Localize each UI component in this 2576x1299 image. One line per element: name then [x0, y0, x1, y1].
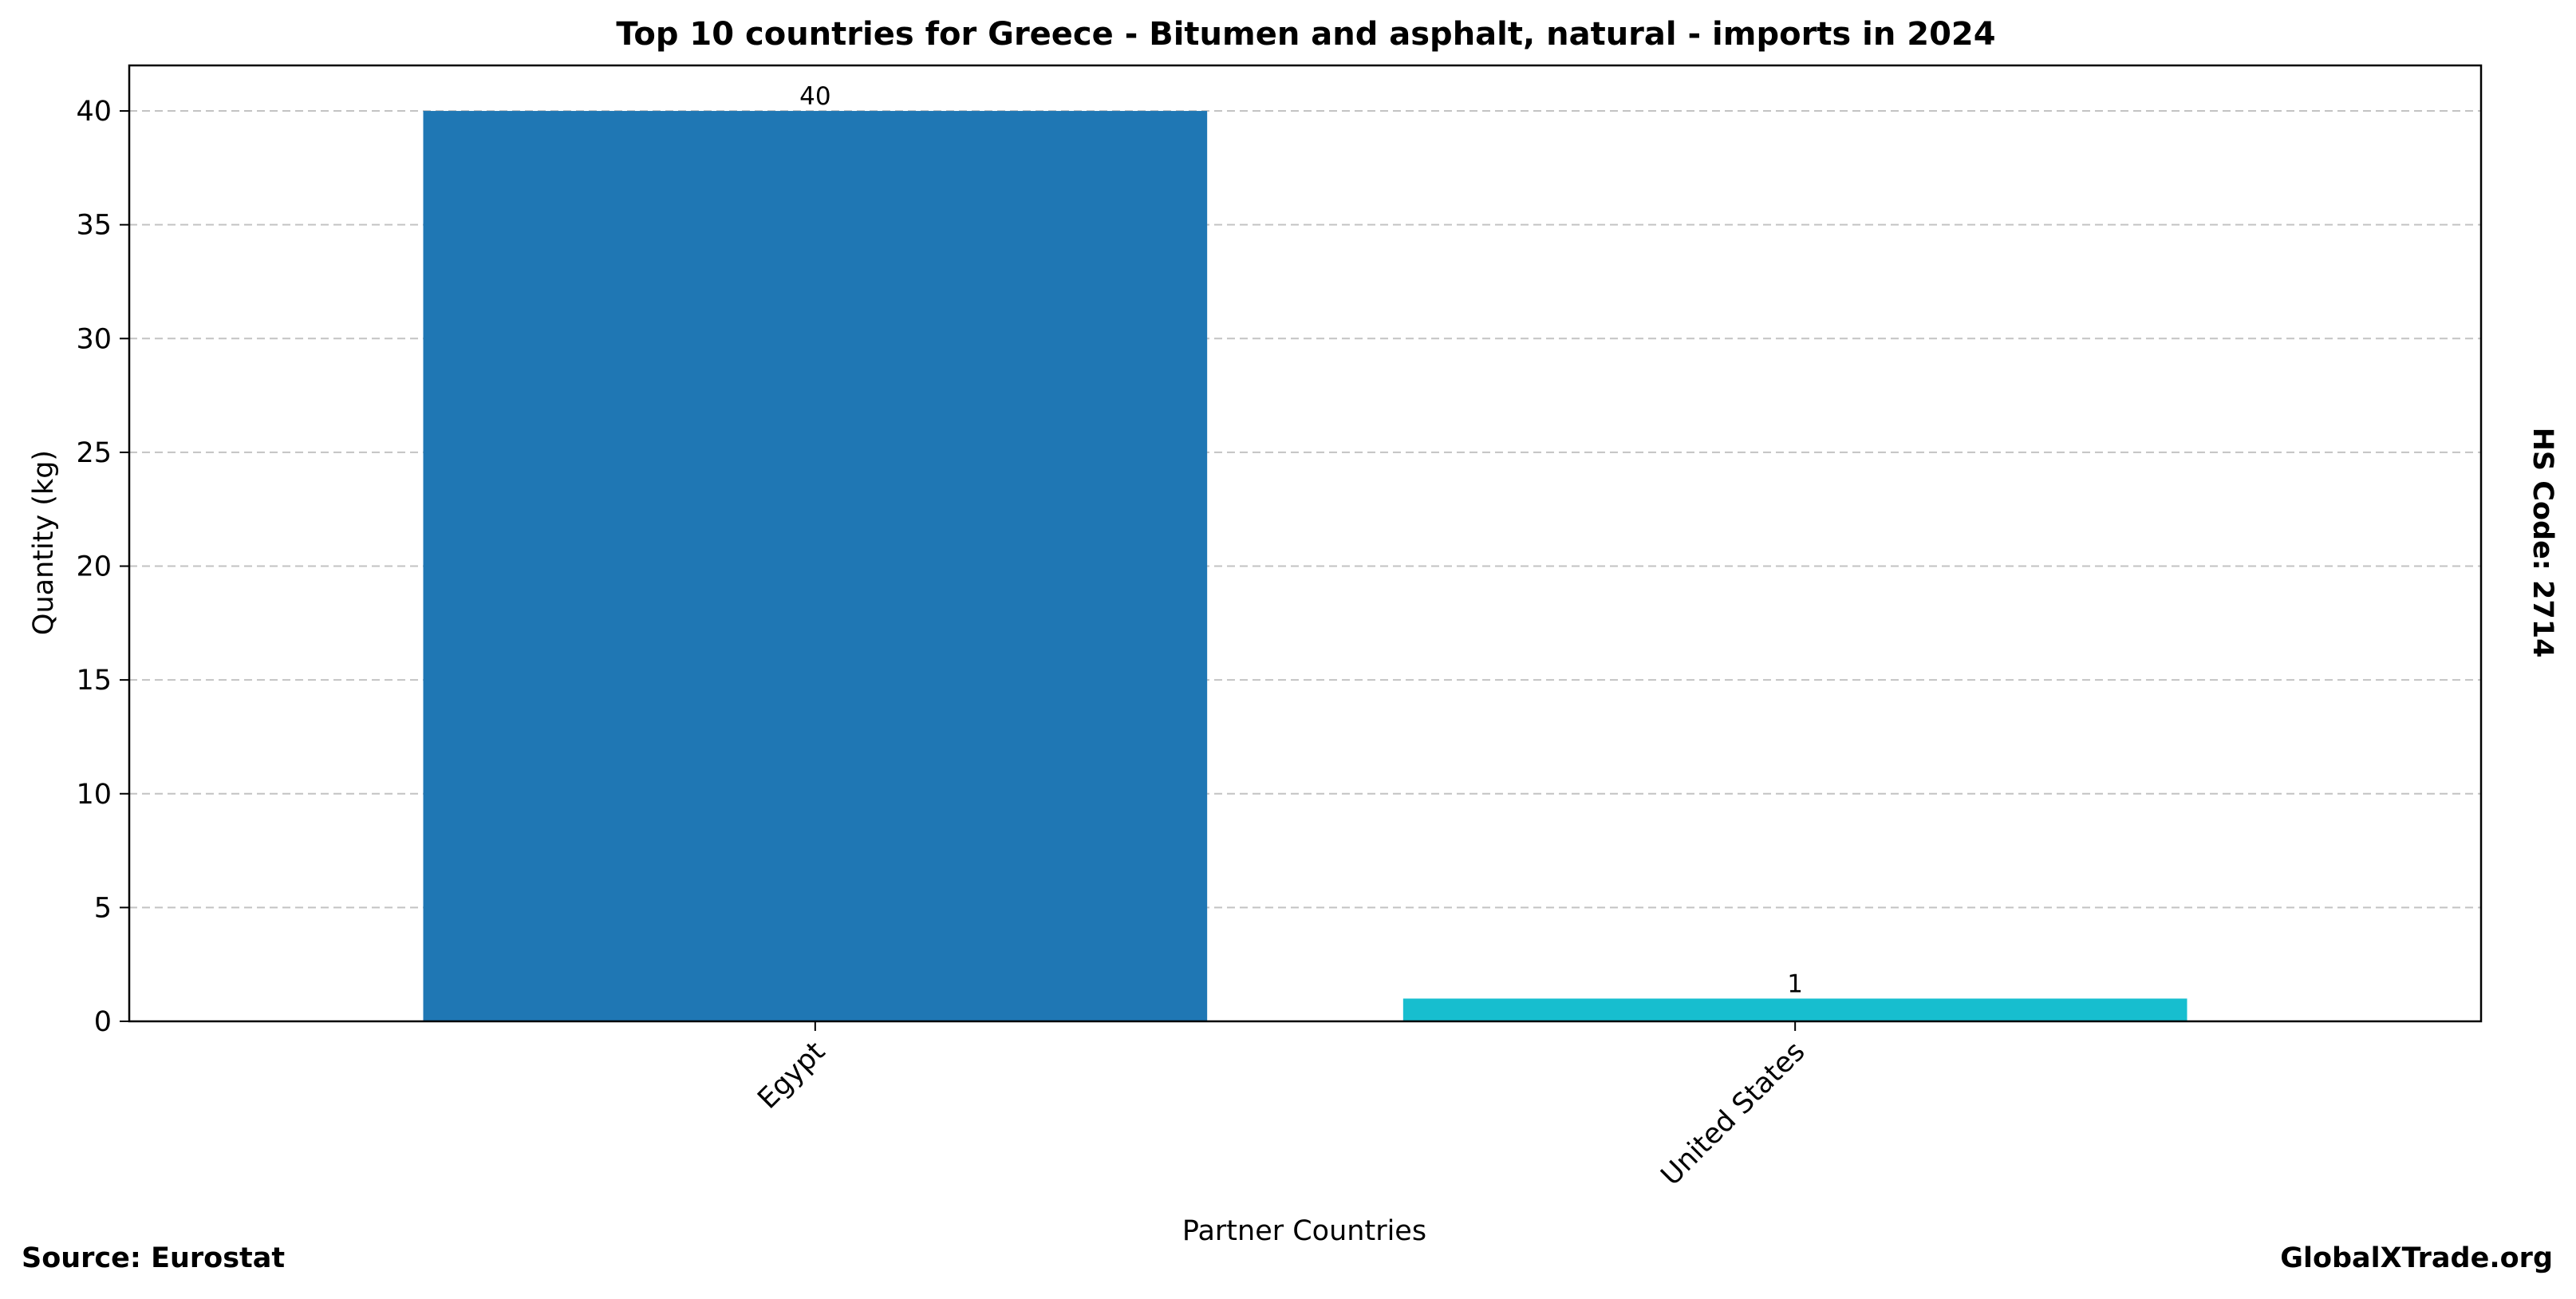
- watermark-label: GlobalXTrade.org: [2280, 1242, 2553, 1274]
- bars: [423, 111, 2187, 1022]
- x-tick-label: Egypt: [752, 1036, 832, 1115]
- chart-title: Top 10 countries for Greece - Bitumen an…: [616, 16, 1995, 53]
- hs-code-label: HS Code: 2714: [2527, 428, 2558, 658]
- bar-egypt: [423, 111, 1208, 1022]
- y-tick-label: 40: [76, 96, 112, 128]
- plot-frame: [128, 64, 2483, 1023]
- data-labels: 40 1: [799, 82, 1803, 998]
- y-tick-label: 30: [76, 323, 112, 355]
- y-tick-label: 5: [94, 892, 112, 924]
- data-label: 1: [1787, 969, 1803, 998]
- y-tick-label: 0: [94, 1006, 112, 1038]
- y-tick-label: 25: [76, 437, 112, 469]
- gridlines: [129, 110, 2481, 909]
- y-tick-label: 20: [76, 551, 112, 583]
- y-tick-label: 10: [76, 779, 112, 811]
- y-axis-label: Quantity (kg): [28, 450, 60, 635]
- bar-united-states: [1402, 998, 2187, 1021]
- source-label: Source: Eurostat: [22, 1242, 285, 1274]
- y-axis: 0 5 10 15 20 25 30 35 40: [76, 96, 129, 1038]
- y-tick-label: 35: [76, 210, 112, 242]
- x-tick-label: United States: [1655, 1036, 1812, 1192]
- data-label: 40: [799, 82, 830, 111]
- y-tick-label: 15: [76, 665, 112, 697]
- x-axis-label: Partner Countries: [1182, 1215, 1426, 1247]
- x-axis: Egypt United States: [752, 1021, 1812, 1192]
